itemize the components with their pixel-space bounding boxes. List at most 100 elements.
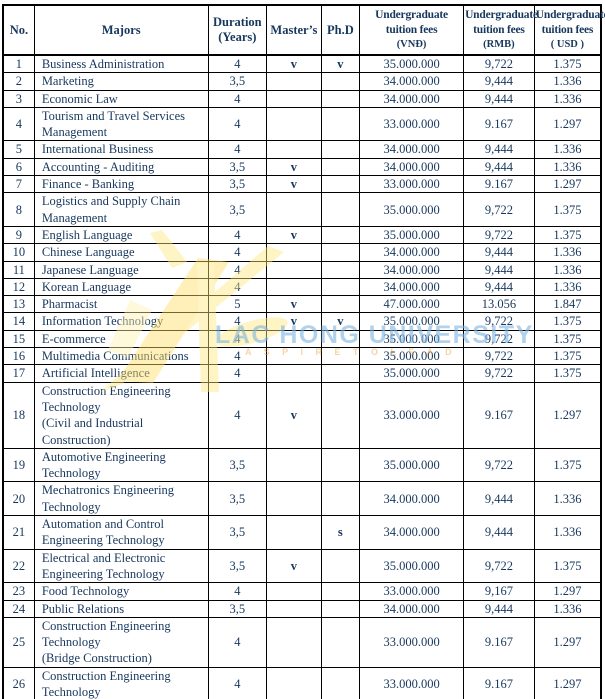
cell-phd [320,364,361,383]
cell-no: 2 [2,72,35,91]
cell-duration: 4 [207,106,268,142]
cell-usd: 1.336 [533,72,602,91]
cell-rmb: 9,167 [463,582,535,601]
cell-masters: v [266,225,322,245]
cell-rmb: 9,444 [463,243,535,262]
cell-duration: 3,5 [207,599,268,618]
cell-vnd: 35.000.000 [359,329,465,349]
cell-major: International Business [33,140,209,159]
cell-rmb: 9,444 [463,140,535,159]
table-row: 24 Public Relations 3,5 34.000.000 9,444 1.33… [2,599,602,618]
cell-major: Marketing [33,72,209,91]
cell-rmb: 9,722 [463,192,535,227]
cell-major: Economic Law [33,89,209,108]
cell-no: 3 [2,89,35,108]
cell-duration: 4 [207,89,268,108]
cell-usd: 1.375 [533,312,602,331]
cell-no: 7 [2,175,35,194]
cell-duration: 4 [207,381,268,449]
cell-phd [320,347,361,366]
cell-masters [266,329,322,349]
cell-duration: 4 [207,312,268,331]
cell-masters: v [266,157,322,177]
cell-phd [320,329,361,349]
cell-rmb: 9,722 [463,548,535,584]
cell-phd [320,89,361,108]
cell-phd [320,175,361,194]
table-row: 19 Automotive Engineering Technology 3,5 35… [2,447,602,483]
cell-vnd: 34.000.000 [359,277,465,297]
cell-usd: 1.297 [533,175,602,194]
cell-major: Food Technology [33,582,209,601]
cell-rmb: 13.056 [463,295,535,314]
cell-phd [320,106,361,142]
cell-major: Korean Language [33,277,209,297]
cell-masters: v [266,381,322,449]
cell-phd [320,225,361,245]
cell-major: Automation and Control Engineering Techn… [33,515,209,550]
cell-vnd: 34.000.000 [359,157,465,177]
cell-masters: v [266,175,322,194]
cell-no: 13 [2,295,35,314]
cell-phd [320,192,361,227]
cell-usd: 1.297 [533,666,602,699]
cell-phd [320,582,361,601]
cell-no: 19 [2,447,35,483]
cell-no: 15 [2,329,35,349]
column-header-label: Undergraduate tuition fees [465,9,538,36]
cell-major: Automotive Engineering Technology [33,447,209,483]
cell-duration: 4 [207,347,268,366]
cell-no: 14 [2,312,35,331]
cell-duration: 4 [207,364,268,383]
cell-usd: 1.375 [533,192,602,227]
cell-major: English Language [33,225,209,245]
cell-usd: 1.297 [533,616,602,668]
table-row: 10 Chinese Language 4 34.000.000 9,444 1.336 [2,243,602,262]
cell-phd [320,548,361,584]
cell-masters [266,192,322,227]
table-row: 16 Multimedia Communications 4 35.000.000 9,… [2,347,602,366]
cell-major: E-commerce [33,329,209,349]
cell-duration: 4 [207,616,268,668]
cell-duration: 4 [207,666,268,699]
cell-rmb: 9.167 [463,175,535,194]
column-header-phd: Ph.D [320,4,361,56]
cell-no: 20 [2,481,35,517]
cell-duration: 4 [207,277,268,297]
cell-vnd: 34.000.000 [359,481,465,517]
cell-no: 10 [2,243,35,262]
column-header-currency: (VNĐ) [396,39,427,50]
cell-no: 24 [2,599,35,618]
cell-duration: 4 [207,329,268,349]
cell-major: Construction Engineering Technology [33,666,209,699]
cell-duration: 4 [207,54,268,74]
cell-phd [320,447,361,483]
cell-rmb: 9.167 [463,616,535,668]
cell-no: 9 [2,225,35,245]
cell-duration: 3,5 [207,447,268,483]
table-row: 3 Economic Law 4 34.000.000 9,444 1.336 [2,89,602,108]
cell-rmb: 9,722 [463,312,535,331]
cell-no: 1 [2,54,35,74]
column-header-label: Undergraduate tuition fees [375,9,448,36]
cell-rmb: 9,722 [463,347,535,366]
table-row: 13 Pharmacist 5 v 47.000.000 13.056 1.847 [2,295,602,314]
cell-no: 5 [2,140,35,159]
cell-no: 8 [2,192,35,227]
cell-duration: 4 [207,260,268,279]
cell-major: Information Technology [33,312,209,331]
column-header-major: Majors [33,4,209,56]
cell-major: Construction Engineering Technology (Civ… [33,381,209,449]
cell-no: 6 [2,157,35,177]
cell-rmb: 9,722 [463,364,535,383]
cell-major: Pharmacist [33,295,209,314]
table-row: 23 Food Technology 4 33.000.000 9,167 1.297 [2,582,602,601]
table-row: 2 Marketing 3,5 34.000.000 9,444 1.336 [2,72,602,91]
cell-no: 12 [2,277,35,297]
column-header-usd: Undergraduate tuition fees ( USD ) [533,4,605,56]
cell-masters [266,72,322,91]
table-row: 22 Electrical and Electronic Engineering … [2,548,602,584]
cell-no: 16 [2,347,35,366]
cell-masters: v [266,548,322,584]
cell-major: Chinese Language [33,243,209,262]
